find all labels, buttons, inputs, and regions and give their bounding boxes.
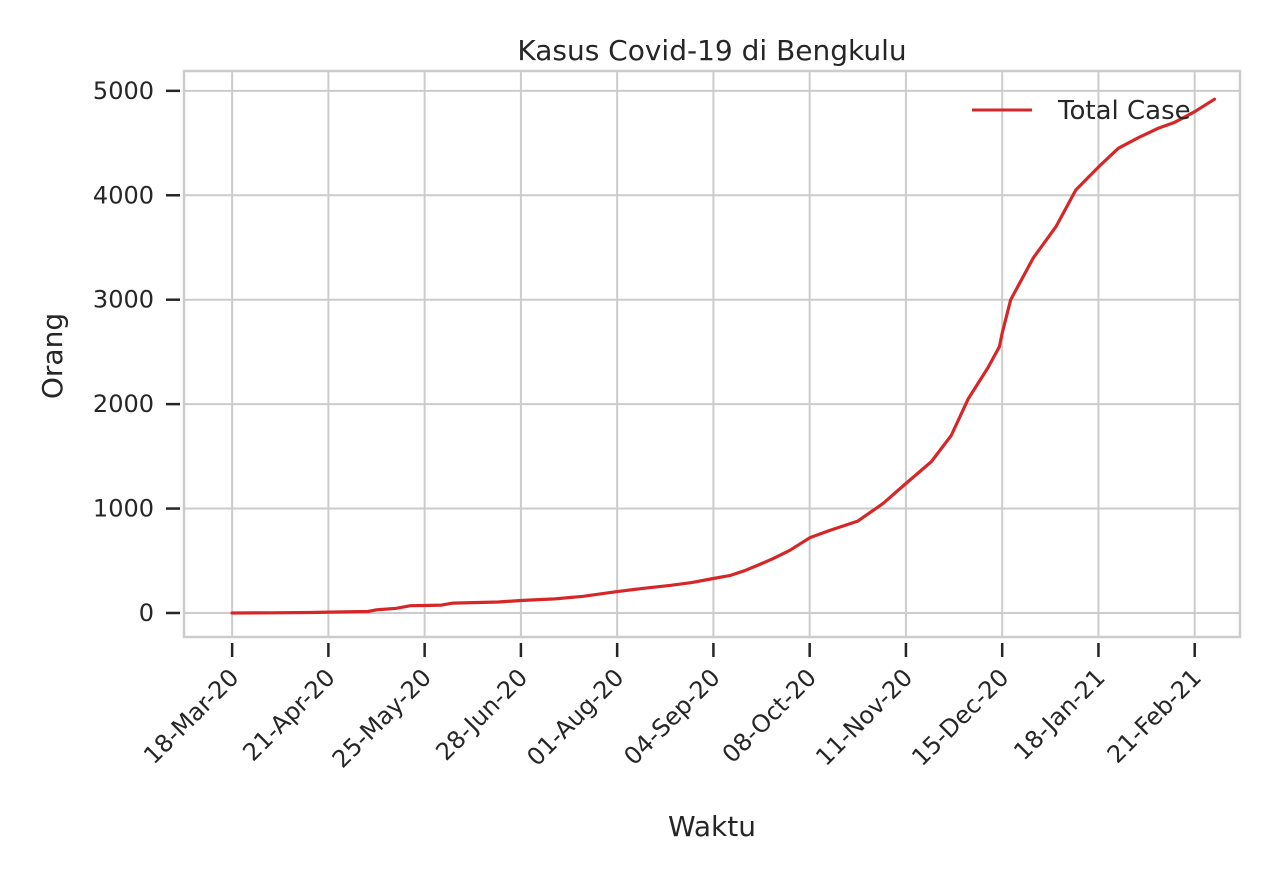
axis-ticks: 18-Mar-2021-Apr-2025-May-2028-Jun-2001-A…	[93, 77, 1207, 774]
chart-title: Kasus Covid-19 di Bengkulu	[517, 34, 906, 67]
x-tick-label: 04-Sep-20	[618, 663, 725, 770]
x-tick-label: 21-Apr-20	[237, 663, 340, 766]
legend-label-total-case: Total Case	[1057, 96, 1191, 126]
grid-lines	[184, 71, 1240, 637]
x-tick-label: 08-Oct-20	[717, 663, 822, 768]
series-line-total-case	[230, 97, 1217, 615]
x-tick-label: 15-Dec-20	[906, 663, 1014, 771]
x-tick-label: 11-Nov-20	[810, 663, 918, 771]
y-tick-label: 2000	[93, 390, 154, 418]
x-tick-label: 21-Feb-21	[1102, 663, 1207, 768]
x-tick-label: 18-Jan-21	[1008, 663, 1110, 765]
series-layer	[230, 97, 1217, 615]
y-tick-label: 3000	[93, 286, 154, 314]
x-axis-label: Waktu	[668, 810, 756, 843]
y-axis-label: Orang	[36, 313, 69, 399]
x-tick-label: 18-Mar-20	[138, 663, 244, 769]
x-tick-label: 25-May-20	[327, 663, 437, 773]
plot-frame	[182, 69, 1242, 639]
y-tick-label: 0	[139, 599, 154, 627]
y-tick-label: 5000	[93, 77, 154, 105]
x-tick-label: 28-Jun-20	[430, 663, 533, 766]
legend: Total Case	[972, 96, 1191, 126]
y-tick-label: 1000	[93, 495, 154, 523]
x-tick-label: 01-Aug-20	[521, 663, 629, 771]
y-tick-label: 4000	[93, 181, 154, 209]
